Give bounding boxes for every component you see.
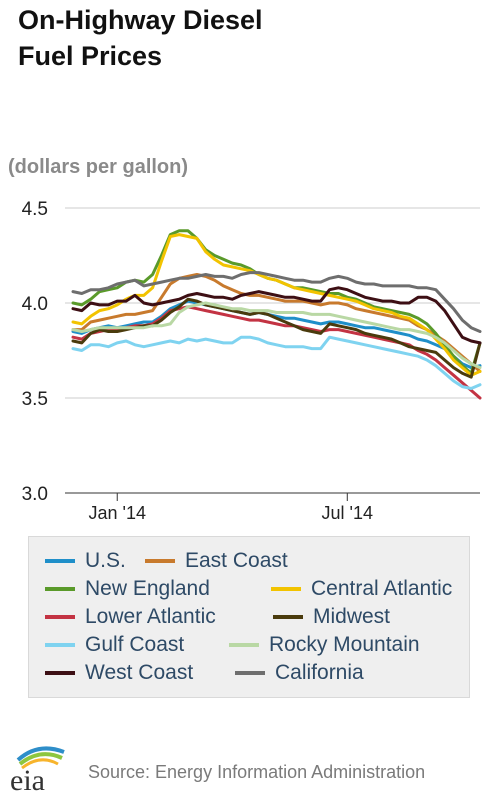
legend-swatch — [145, 559, 175, 563]
legend-swatch — [45, 559, 75, 563]
chart-legend: U.S. East Coast New England Central Atlanti… — [28, 536, 470, 698]
series-line-rocky-mountain — [71, 301, 482, 370]
series-line-california — [71, 271, 482, 333]
legend-label: West Coast — [85, 661, 194, 684]
x-axis-ticks: Jan '14 Jul '14 — [88, 493, 373, 520]
legend-swatch — [229, 643, 259, 647]
legend-item: Rocky Mountain — [229, 631, 420, 659]
legend-label: U.S. — [85, 549, 126, 572]
legend-swatch — [45, 615, 75, 619]
legend-item: East Coast — [145, 547, 288, 575]
y-tick-label: 3.5 — [22, 389, 48, 410]
x-tick-label: Jul '14 — [322, 503, 373, 520]
eia-logo-icon: eia — [10, 746, 65, 794]
legend-swatch — [273, 615, 303, 619]
line-chart: 3.0 3.5 4.0 4.5 Jan '14 Jul '14 — [22, 199, 482, 520]
legend-item: Midwest — [273, 603, 390, 631]
series-line-east-coast — [71, 273, 482, 373]
legend-item: Lower Atlantic — [45, 603, 216, 631]
chart-grid — [65, 207, 480, 494]
legend-label: Central Atlantic — [311, 577, 453, 600]
units-label: (dollars per gallon) — [8, 156, 189, 178]
legend-swatch — [45, 643, 75, 647]
legend-swatch — [45, 671, 75, 675]
legend-swatch — [271, 587, 301, 591]
legend-swatch — [45, 587, 75, 591]
legend-label: Gulf Coast — [85, 633, 185, 656]
legend-item: Gulf Coast — [45, 631, 184, 659]
chart-title: On-Highway Diesel Fuel Prices — [18, 2, 488, 74]
series-line-u-s — [71, 299, 482, 370]
legend-label: Midwest — [313, 605, 391, 628]
legend-item: California — [235, 659, 364, 687]
series-line-gulf-coast — [71, 335, 482, 390]
legend-item: Central Atlantic — [271, 575, 452, 603]
title-line-2: Fuel Prices — [18, 41, 163, 71]
source-note: Source: Energy Information Administratio… — [88, 762, 426, 782]
y-tick-label: 3.0 — [22, 484, 48, 505]
legend-item: West Coast — [45, 659, 193, 687]
y-tick-label: 4.0 — [22, 294, 48, 315]
series-line-central-atlantic — [71, 233, 482, 377]
y-tick-label: 4.5 — [22, 199, 48, 220]
legend-label: California — [275, 661, 364, 684]
title-line-1: On-Highway Diesel — [18, 5, 263, 35]
legend-item: U.S. — [45, 547, 126, 575]
legend-label: New England — [85, 577, 210, 600]
x-tick-label: Jan '14 — [88, 503, 145, 520]
legend-label: East Coast — [185, 549, 288, 572]
series-line-west-coast — [71, 286, 482, 345]
legend-item: New England — [45, 575, 210, 603]
legend-swatch — [235, 671, 265, 675]
legend-label: Lower Atlantic — [85, 605, 216, 628]
chart-series — [71, 229, 482, 400]
legend-label: Rocky Mountain — [269, 633, 420, 656]
logo-text: eia — [10, 764, 45, 794]
y-axis-ticks: 3.0 3.5 4.0 4.5 — [22, 199, 48, 505]
